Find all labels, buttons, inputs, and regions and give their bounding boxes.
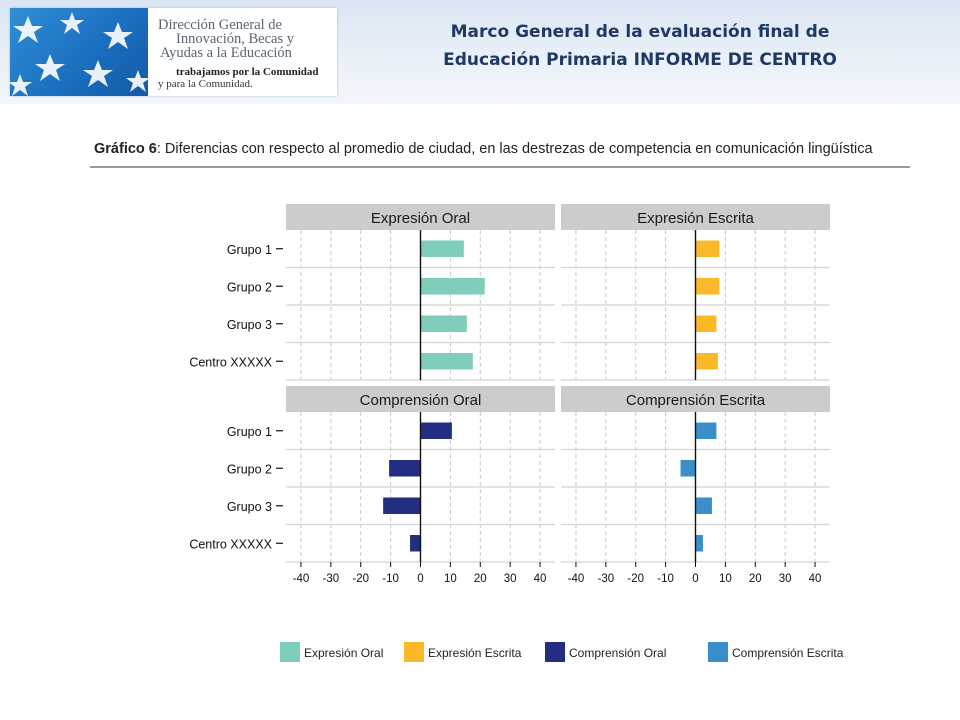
x-tick-label: 0 [417,573,423,585]
logo-tagline-1: trabajamos por la Comunidad [176,66,319,78]
legend-label: Comprensión Escrita [732,646,844,660]
x-tick-label: 40 [809,573,822,585]
bar [420,240,464,257]
page-header: Dirección General de Innovación, Becas y… [0,0,960,104]
legend-swatch [280,642,300,662]
faceted-bar-chart: Expresión Oral Grupo 1 Grupo 2 Grupo 3 Centr… [189,204,830,585]
panel-strip [286,204,555,230]
legend-swatch [708,642,728,662]
legend-label: Expresión Escrita [428,646,522,660]
figure-caption-label: Gráfico 6 [94,141,157,157]
x-tick-label: -40 [568,573,585,585]
logo-line-3: Ayudas a la Educación [160,45,292,61]
legend-label: Expresión Oral [304,646,384,660]
x-tick-label: 10 [444,573,457,585]
category-label: Grupo 3 [227,500,272,514]
category-label: Centro XXXXX [189,537,272,551]
logo-text: Dirección General de Innovación, Becas y… [158,17,334,61]
panel-title: Comprensión Escrita [626,392,766,409]
bar [420,315,467,332]
logo-line-1: Dirección General de [158,17,282,33]
x-tick-label: -20 [352,573,369,585]
category-label: Grupo 1 [227,425,272,439]
page-title-line-2: Educación Primaria INFORME DE CENTRO [443,50,837,70]
category-label: Grupo 3 [227,318,272,332]
x-tick-label: 20 [749,573,762,585]
x-tick-label: 0 [692,573,698,585]
legend-swatch [404,642,424,662]
figure-caption-text: : Diferencias con respecto al promedio d… [156,141,873,157]
logo-tagline-2: y para la Comunidad. [158,78,253,90]
x-tick-label: 20 [474,573,487,585]
legend-label: Comprensión Oral [569,646,667,660]
bar [695,278,720,295]
page-title: Marco General de la evaluación final de … [400,18,880,74]
x-tick-label: -20 [627,573,644,585]
bar [695,315,717,332]
category-label: Grupo 1 [227,243,272,257]
category-label: Grupo 2 [227,280,272,294]
x-tick-label: -10 [657,573,674,585]
x-tick-label: -30 [323,573,340,585]
bar [389,460,421,477]
x-tick-label: 40 [534,573,547,585]
bar [695,422,717,439]
bar [680,460,696,477]
x-tick-label: 30 [779,573,792,585]
category-label: Centro XXXXX [189,355,272,369]
x-tick-label: -30 [598,573,615,585]
panel-strip [561,204,830,230]
panel-strip [286,386,555,412]
legend-swatch [545,642,565,662]
institution-logo: Dirección General de Innovación, Becas y… [10,8,337,96]
x-tick-label: 10 [719,573,732,585]
bar [695,497,712,514]
x-tick-label: -40 [293,573,310,585]
bar [420,422,452,439]
panel-strip [561,386,830,412]
panel-title: Expresión Escrita [637,210,754,227]
bar [420,278,485,295]
bar [695,535,703,552]
panel-title: Expresión Oral [371,210,470,227]
star-flag-icon [10,8,148,96]
x-tick-label: -10 [382,573,399,585]
panel-title: Comprensión Oral [360,392,482,409]
logo-line-2: Innovación, Becas y [176,31,294,47]
category-label: Grupo 2 [227,462,272,476]
bar [420,353,473,370]
x-tick-label: 30 [504,573,517,585]
bar [383,497,421,514]
bar [410,535,421,552]
bar [695,240,720,257]
figure-caption: Gráfico 6: Diferencias con respecto al p… [94,141,873,157]
logo-tagline: trabajamos por la Comunidad y para la Co… [158,66,338,90]
bar [695,353,718,370]
caption-divider [90,166,910,168]
page-title-line-1: Marco General de la evaluación final de [450,22,830,42]
